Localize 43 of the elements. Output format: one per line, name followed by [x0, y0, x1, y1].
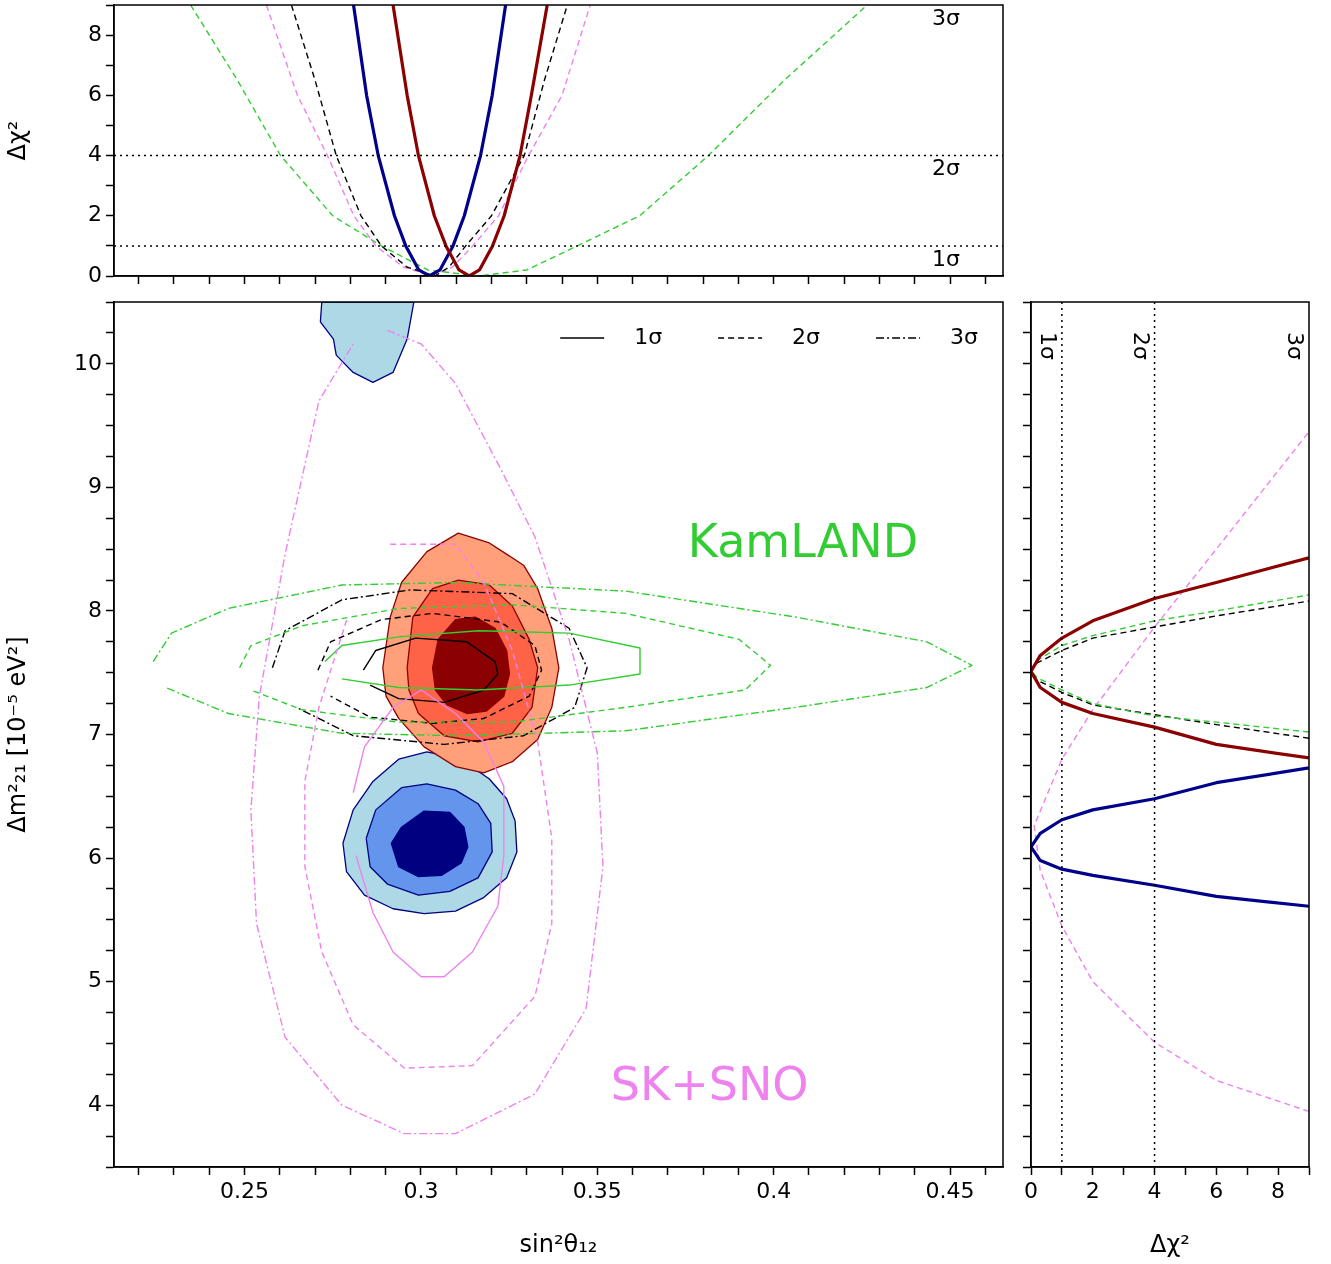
annotation: KamLAND: [687, 514, 919, 569]
x-tick-label: 2: [1085, 1177, 1100, 1203]
line-series: [317, 612, 543, 725]
x-tick-label: 0.35: [572, 1177, 622, 1203]
x-tick-label: 4: [1147, 1177, 1162, 1203]
x-axis-title: sin²θ₁₂: [519, 1229, 598, 1258]
x-tick-label: 6: [1209, 1177, 1224, 1203]
x-axis-title: Δχ²: [1150, 1229, 1190, 1258]
line-series: [152, 581, 973, 737]
y-tick-label: 2: [88, 201, 102, 227]
x-tick-label: 0.3: [403, 1177, 439, 1203]
y-tick-label: 8: [88, 596, 102, 622]
legend-label: 1σ: [634, 323, 663, 349]
annotation: SK+SNO: [610, 1057, 809, 1112]
y-axis-title: Δm²₂₁ [10⁻⁵ eV²]: [2, 636, 31, 833]
line-series: [304, 543, 553, 1069]
line-series: [238, 604, 772, 723]
y-tick-label: 10: [74, 349, 102, 375]
legend-label: 3σ: [950, 323, 979, 349]
x-tick-label: 8: [1271, 1177, 1286, 1203]
annotation: 1σ: [1036, 332, 1062, 360]
y-tick-label: 6: [88, 81, 102, 107]
y-tick-label: 4: [88, 1090, 102, 1116]
y-tick-label: 8: [88, 20, 102, 46]
y-axis-title: Δχ²: [2, 120, 31, 161]
y-tick-label: 6: [88, 843, 102, 869]
x-tick-label: 0.45: [925, 1177, 975, 1203]
y-tick-label: 4: [88, 141, 102, 167]
annotation: 3σ: [1283, 332, 1309, 360]
line-series: [250, 329, 604, 1135]
x-tick-label: 0.4: [756, 1177, 792, 1203]
line-series: [271, 589, 588, 746]
annotation: 1σ: [932, 245, 961, 271]
annotation: 2σ: [932, 155, 961, 181]
y-tick-label: 7: [88, 720, 102, 746]
y-tick-label: 5: [88, 967, 102, 993]
x-tick-label: 0: [1024, 1177, 1038, 1203]
y-tick-label: 9: [88, 473, 102, 499]
legend-label: 2σ: [792, 323, 821, 349]
y-tick-label: 0: [88, 261, 102, 287]
x-tick-label: 0.25: [220, 1177, 270, 1203]
annotation: 2σ: [1128, 332, 1154, 360]
annotation: 3σ: [932, 4, 961, 30]
